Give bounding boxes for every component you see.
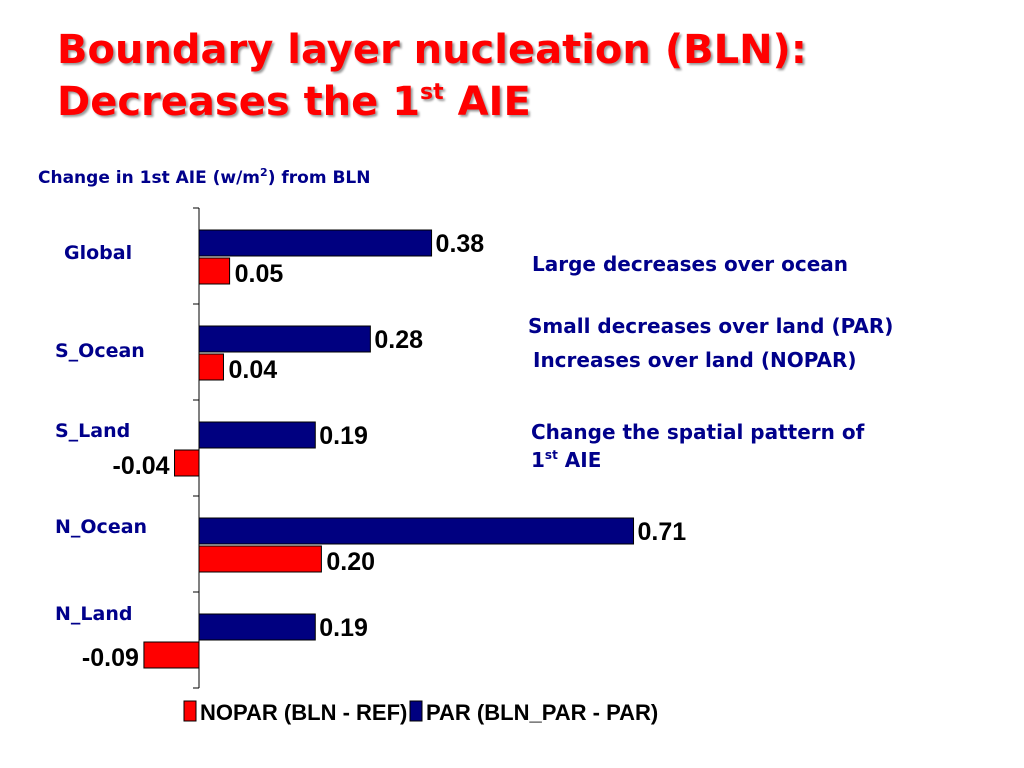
data-label-nopar-global: 0.05 <box>235 260 284 288</box>
title-line-2-prefix: Decreases the 1 <box>57 79 421 125</box>
annotation-land-par: Small decreases over land (PAR) <box>528 314 894 338</box>
data-label-par-s-ocean: 0.28 <box>374 326 423 354</box>
annotation-spatial-suffix: AIE <box>557 448 602 472</box>
annotation-spatial-line-1: Change the spatial pattern of <box>531 420 865 444</box>
title-line-2: Decreases the 1st AIE <box>57 76 977 128</box>
legend-label-nopar: NOPAR (BLN - REF) <box>200 700 407 725</box>
bar-nopar-s-ocean <box>198 353 224 381</box>
category-label-n-ocean: N_Ocean <box>55 516 147 538</box>
data-label-par-s-land: 0.19 <box>319 422 368 450</box>
bar-par-n-ocean <box>198 517 635 545</box>
bar-par-n-land <box>198 613 316 641</box>
title-line-2-suffix: AIE <box>443 79 531 125</box>
bar-par-global <box>198 229 433 257</box>
subtitle-suffix: ) from BLN <box>267 168 371 188</box>
data-label-par-n-land: 0.19 <box>319 614 368 642</box>
bar-nopar-global <box>198 257 231 285</box>
legend-swatch-par <box>409 700 423 722</box>
annotation-spatial-sup: st <box>544 448 558 462</box>
data-label-nopar-n-ocean: 0.20 <box>326 548 375 576</box>
bar-nopar-s-land <box>174 449 200 477</box>
category-label-s-ocean: S_Ocean <box>55 340 145 362</box>
bar-nopar-n-land <box>143 641 200 669</box>
slide-title: Boundary layer nucleation (BLN): Decreas… <box>57 24 977 128</box>
legend-swatch-nopar <box>183 700 197 722</box>
chart-subtitle: Change in 1st AIE (w/m2) from BLN <box>38 166 371 188</box>
annotation-spatial-prefix: 1 <box>531 448 545 472</box>
category-label-global: Global <box>64 242 132 264</box>
data-label-nopar-s-ocean: 0.04 <box>228 356 277 384</box>
title-line-2-sup: st <box>420 80 444 105</box>
annotation-spatial-line-2: 1st AIE <box>531 446 864 474</box>
annotation-ocean-decrease: Large decreases over ocean <box>532 252 849 276</box>
data-label-nopar-n-land: -0.09 <box>82 644 139 672</box>
data-label-nopar-s-land: -0.04 <box>113 452 170 480</box>
legend-label-par: PAR (BLN_PAR - PAR) <box>426 700 658 725</box>
bar-nopar-n-ocean <box>198 545 322 573</box>
category-label-s-land: S_Land <box>55 420 130 442</box>
title-line-1: Boundary layer nucleation (BLN): <box>57 27 807 73</box>
bar-par-s-ocean <box>198 325 371 353</box>
subtitle-sup: 2 <box>260 166 268 179</box>
subtitle-prefix: Change in 1st AIE (w/m <box>38 168 261 188</box>
data-label-par-n-ocean: 0.71 <box>638 518 687 546</box>
data-label-par-global: 0.38 <box>436 230 485 258</box>
bar-par-s-land <box>198 421 316 449</box>
category-label-n-land: N_Land <box>55 603 132 625</box>
annotation-spatial-pattern: Change the spatial pattern of 1st AIE <box>531 418 864 474</box>
annotation-land-nopar: Increases over land (NOPAR) <box>533 348 857 372</box>
